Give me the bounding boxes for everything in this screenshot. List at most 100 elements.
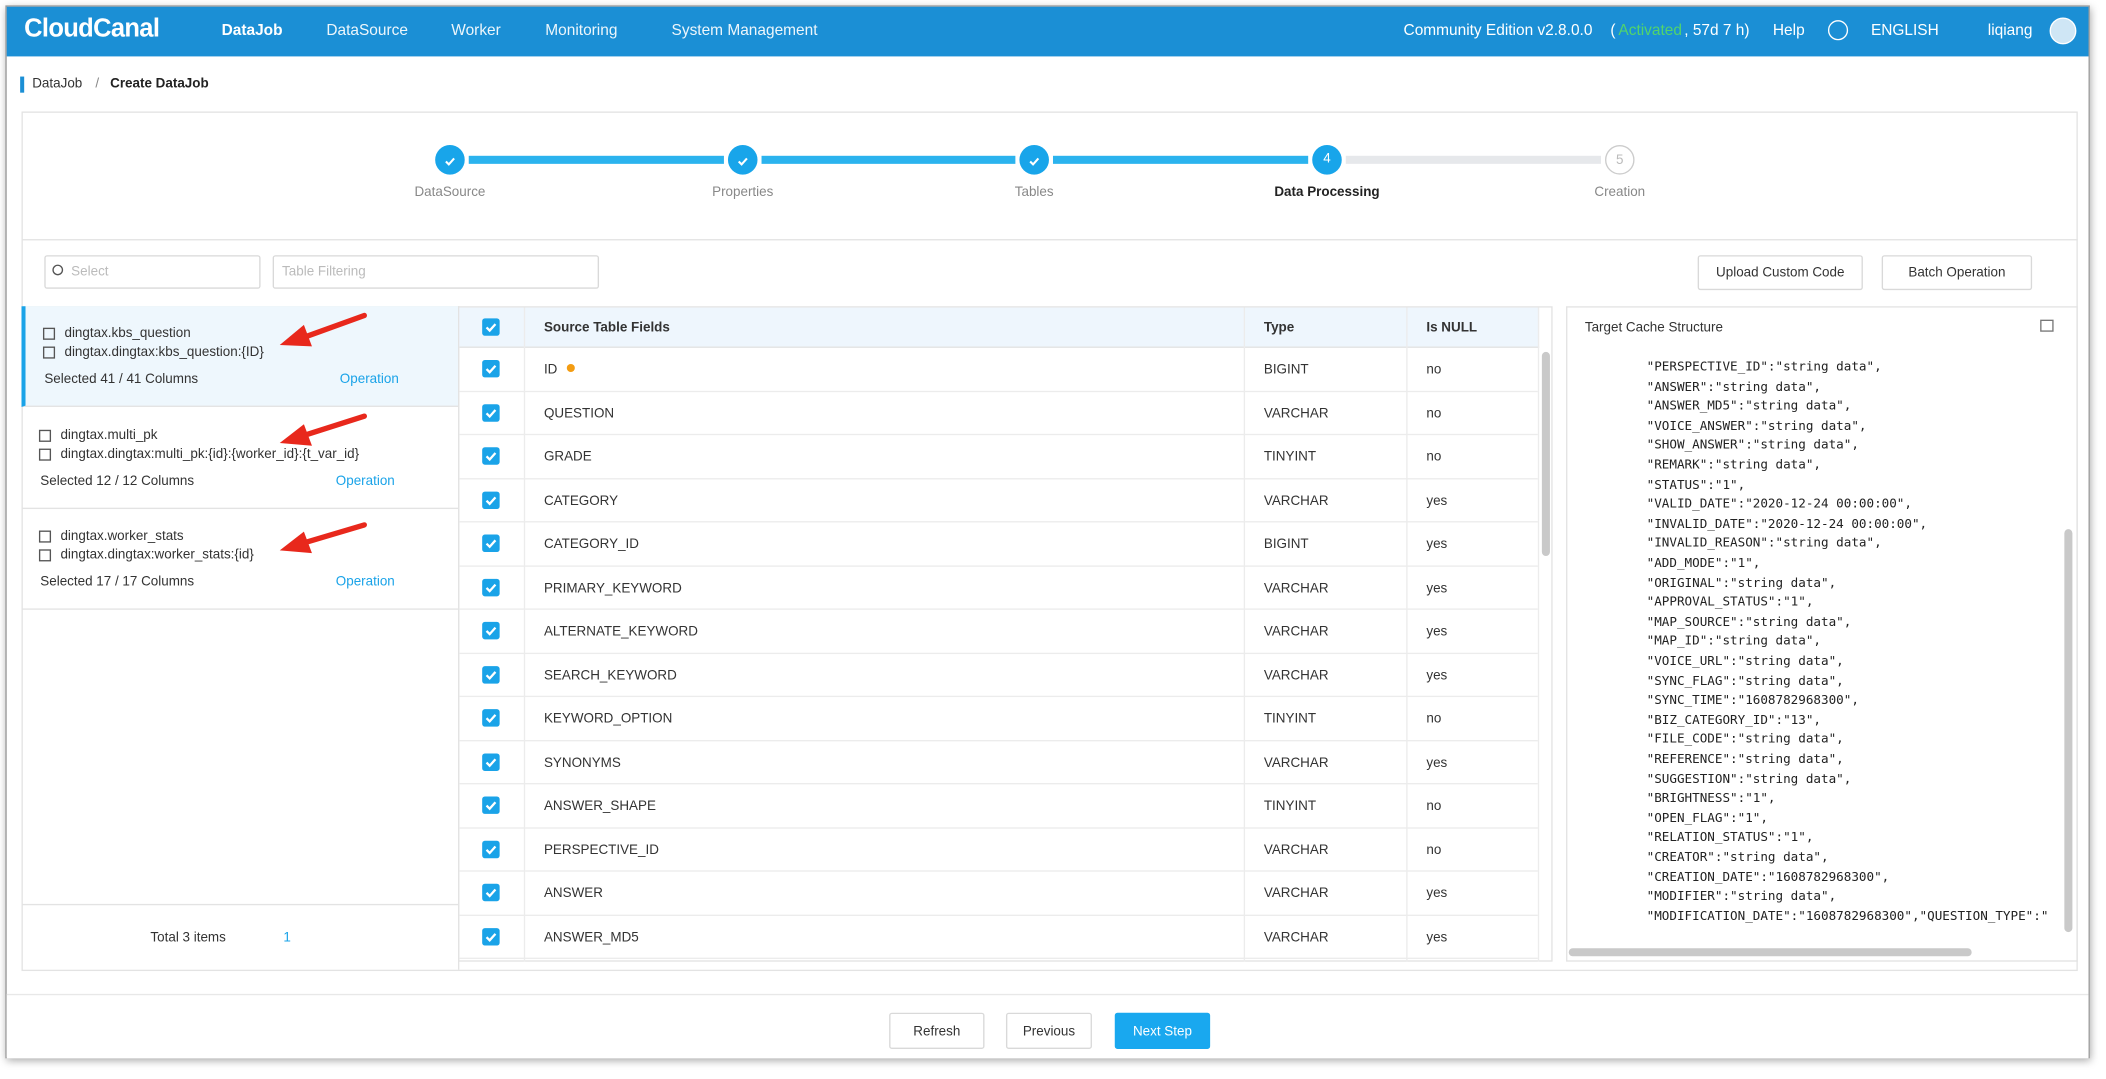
nav-item[interactable]: DataSource bbox=[326, 22, 408, 39]
step-line bbox=[468, 155, 724, 164]
target-key: dingtax.dingtax:worker_stats:{id} bbox=[60, 547, 254, 563]
nav-item[interactable]: System Management bbox=[671, 22, 818, 39]
table-filter[interactable]: Table Filtering bbox=[272, 255, 600, 289]
cache-line: "VALID_DATE":"2020-12-24 00:00:00", bbox=[1646, 497, 1912, 512]
cache-line: "STATUS":"1", bbox=[1646, 477, 1746, 493]
cache-line: "ORIGINAL":"string data", bbox=[1646, 575, 1837, 591]
table-icon bbox=[38, 530, 52, 543]
cell: CATEGORY_ID bbox=[543, 537, 640, 553]
table-row bbox=[459, 872, 1538, 916]
page-current[interactable]: 1 bbox=[283, 930, 291, 946]
cell: VARCHAR bbox=[1263, 406, 1329, 422]
operation-link[interactable]: Operation bbox=[335, 473, 395, 489]
refresh-button[interactable]: Refresh bbox=[889, 1012, 985, 1049]
avatar bbox=[2049, 17, 2077, 45]
cell: yes bbox=[1426, 886, 1448, 902]
nav-item[interactable]: Worker bbox=[451, 22, 501, 39]
nav-item[interactable]: DataJob bbox=[221, 22, 283, 39]
step-label: Data Processing bbox=[1274, 185, 1380, 201]
scrollbar bbox=[1541, 351, 1550, 557]
help-icon[interactable] bbox=[1827, 20, 1849, 41]
previous-button[interactable]: Previous bbox=[1005, 1012, 1092, 1049]
check-icon bbox=[482, 490, 500, 509]
cache-panel bbox=[1566, 306, 2078, 962]
table-icon bbox=[38, 549, 52, 562]
upload-button[interactable]: Upload Custom Code bbox=[1697, 255, 1863, 291]
cell: VARCHAR bbox=[1263, 886, 1329, 902]
cell: BIGINT bbox=[1263, 362, 1309, 378]
crumb-parent[interactable]: DataJob bbox=[32, 76, 83, 92]
table-row bbox=[459, 566, 1538, 610]
key-icon bbox=[566, 363, 575, 373]
table-header bbox=[459, 307, 1540, 348]
cell: yes bbox=[1426, 580, 1448, 596]
step-label: DataSource bbox=[414, 185, 486, 201]
cache-line: "INVALID_DATE":"2020-12-24 00:00:00", bbox=[1646, 516, 1928, 532]
step-line bbox=[1052, 155, 1309, 164]
user[interactable]: liqiang bbox=[1987, 22, 2033, 39]
edition: Community Edition v2.8.0.0 bbox=[1403, 22, 1593, 39]
cache-line: "SHOW_ANSWER":"string data", bbox=[1646, 438, 1859, 454]
cell: yes bbox=[1426, 493, 1448, 509]
check-icon bbox=[735, 152, 751, 168]
step-label: Tables bbox=[1014, 185, 1054, 201]
cell: BIGINT bbox=[1263, 537, 1309, 553]
next-button[interactable]: Next Step bbox=[1114, 1012, 1211, 1049]
table-icon bbox=[38, 429, 52, 442]
cell: VARCHAR bbox=[1263, 580, 1329, 596]
selected-columns: Selected 17 / 17 Columns bbox=[40, 574, 195, 590]
cache-line: "INVALID_REASON":"string data", bbox=[1646, 536, 1882, 552]
step-number: 4 bbox=[1323, 151, 1331, 167]
filter-placeholder: Table Filtering bbox=[282, 264, 366, 280]
check-icon bbox=[482, 447, 500, 465]
check-icon bbox=[1026, 152, 1042, 168]
cell: SYNONYMS bbox=[543, 755, 621, 771]
cache-line: "SUGGESTION":"string data", bbox=[1646, 771, 1852, 787]
table-row bbox=[459, 653, 1538, 698]
cell: ALTERNATE_KEYWORD bbox=[543, 624, 698, 640]
crumb-sep: / bbox=[95, 76, 100, 92]
nav-item[interactable]: Monitoring bbox=[545, 22, 618, 39]
language[interactable]: ENGLISH bbox=[1870, 22, 1939, 39]
cache-clip: "PERSPECTIVE_ID":"string data", "ANSWER":… bbox=[1567, 347, 2061, 942]
operation-link[interactable]: Operation bbox=[339, 372, 399, 387]
cell: VARCHAR bbox=[1263, 755, 1329, 771]
table-item[interactable]: dingtax.multi_pk dingtax.dingtax:multi_pk… bbox=[21, 408, 458, 509]
source-table: dingtax.worker_stats bbox=[60, 529, 184, 544]
cache-line: "VOICE_ANSWER":"string data", bbox=[1646, 418, 1867, 434]
select-placeholder: Select bbox=[71, 264, 109, 280]
cell: ANSWER_SHAPE bbox=[543, 799, 656, 814]
select[interactable]: Select bbox=[44, 255, 261, 289]
check-icon bbox=[482, 883, 500, 902]
step-circle bbox=[435, 145, 465, 175]
cell: yes bbox=[1426, 624, 1448, 640]
table-item[interactable]: dingtax.kbs_question dingtax.dingtax:kbs_… bbox=[21, 306, 458, 407]
expand-icon[interactable] bbox=[2040, 319, 2054, 332]
batch-button[interactable]: Batch Operation bbox=[1881, 255, 2033, 291]
table-row bbox=[459, 697, 1538, 741]
check-icon bbox=[482, 621, 500, 640]
column-divider bbox=[1537, 307, 1540, 962]
help[interactable]: Help bbox=[1772, 22, 1805, 39]
nav-bar bbox=[6, 6, 2089, 57]
cell: yes bbox=[1426, 668, 1448, 683]
check-icon bbox=[482, 534, 500, 553]
cell: yes bbox=[1426, 537, 1448, 553]
cache-line: "RELATION_STATUS":"1", bbox=[1646, 830, 1814, 846]
check-icon bbox=[482, 796, 500, 814]
table-item[interactable]: dingtax.worker_stats dingtax.dingtax:work… bbox=[21, 509, 458, 610]
cache-line: "FILE_CODE":"string data", bbox=[1646, 732, 1844, 748]
activated: Activated bbox=[1618, 22, 1682, 39]
step-line bbox=[761, 155, 1016, 164]
fields-table bbox=[457, 306, 1553, 962]
table-icon bbox=[42, 327, 56, 340]
cache-title: Target Cache Structure bbox=[1584, 321, 1723, 336]
search-icon bbox=[52, 264, 64, 276]
operation-link[interactable]: Operation bbox=[335, 574, 395, 590]
check-icon bbox=[482, 403, 500, 422]
cell: TINYINT bbox=[1263, 449, 1317, 465]
cell: no bbox=[1426, 406, 1442, 422]
table-row bbox=[459, 479, 1538, 523]
cache-line: "MAP_SOURCE":"string data", bbox=[1646, 614, 1852, 630]
